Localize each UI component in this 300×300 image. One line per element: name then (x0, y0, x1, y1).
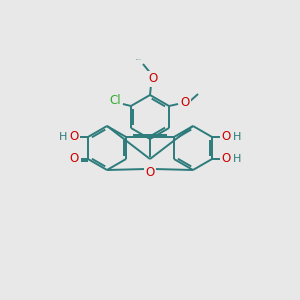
Text: H: H (233, 154, 241, 164)
Text: O: O (146, 166, 154, 178)
Text: O: O (221, 152, 231, 166)
Text: methoxy: methoxy (136, 58, 142, 60)
Text: O: O (69, 130, 79, 143)
Text: O: O (221, 130, 231, 143)
Text: O: O (69, 152, 79, 166)
Text: H: H (59, 132, 67, 142)
Text: O: O (180, 97, 190, 110)
Text: O: O (148, 73, 158, 85)
Text: Cl: Cl (109, 94, 121, 107)
Text: H: H (233, 132, 241, 142)
